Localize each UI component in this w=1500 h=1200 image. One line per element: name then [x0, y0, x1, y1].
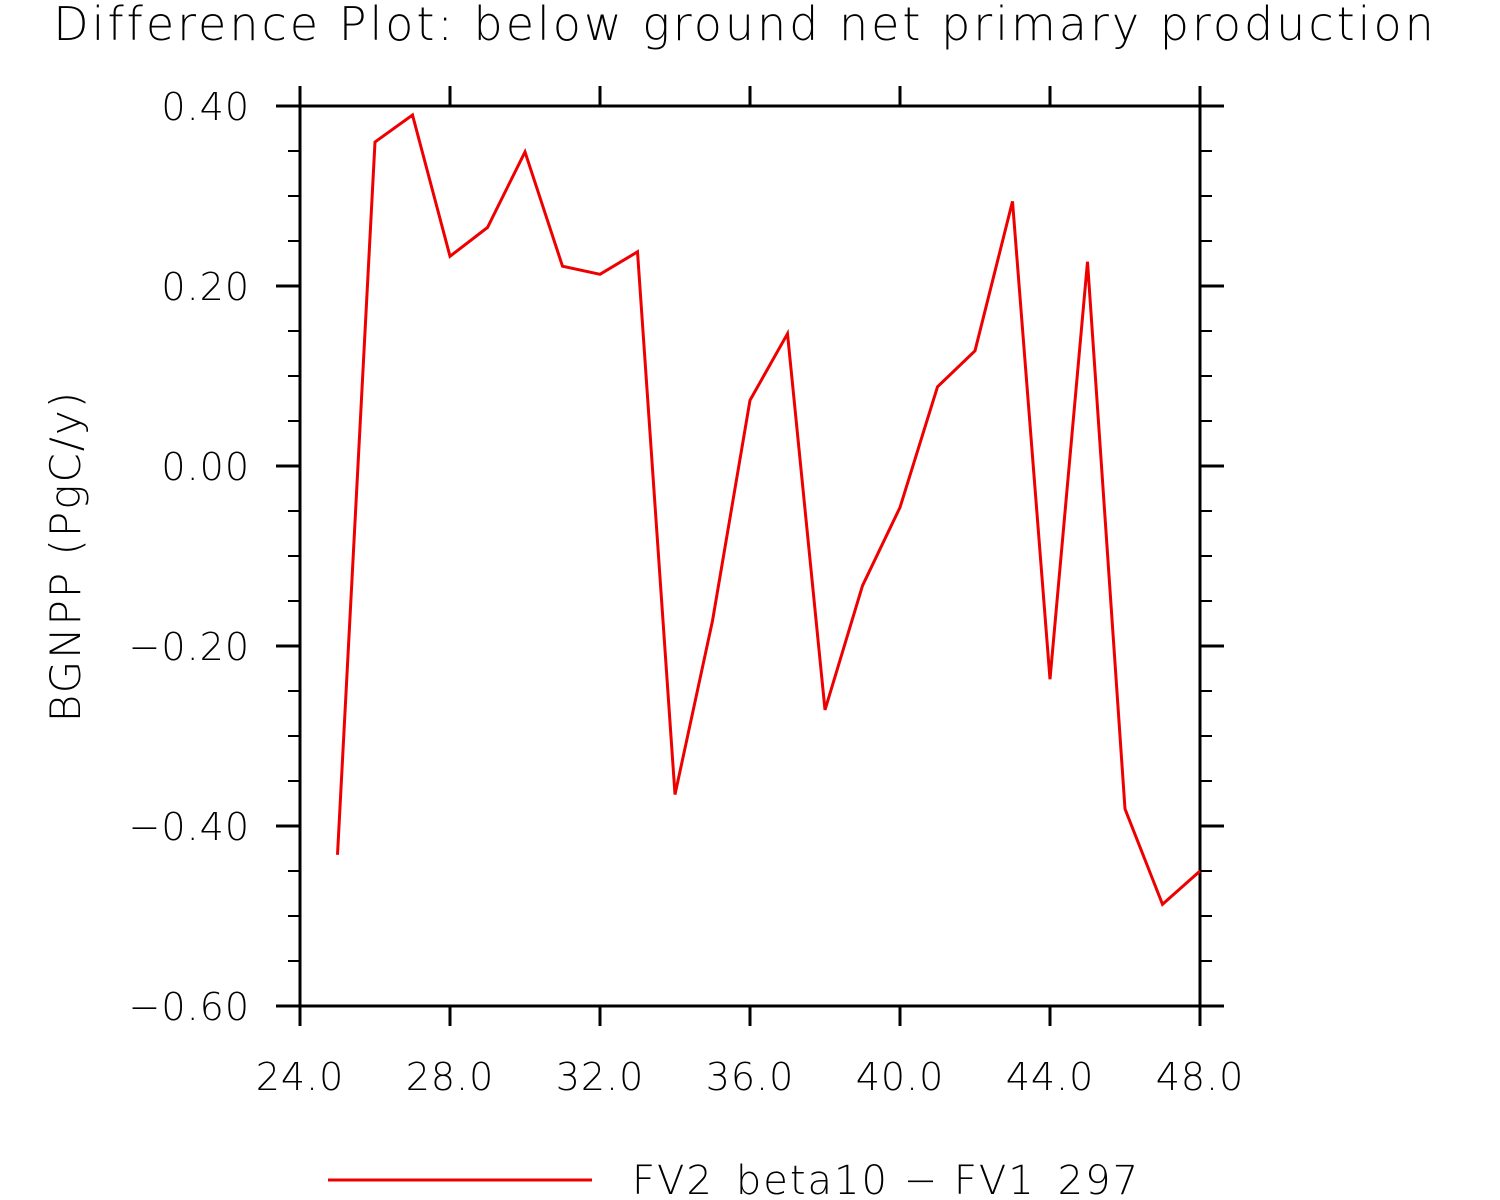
series-line — [338, 115, 1201, 904]
x-tick-labels: 24.0 28.0 32.0 36.0 40.0 44.0 48.0 — [256, 1055, 1245, 1099]
x-tick-label: 24.0 — [256, 1055, 345, 1099]
x-tick-label: 44.0 — [1006, 1055, 1095, 1099]
legend-label: FV2_beta10 − FV1_297 — [632, 1158, 1140, 1200]
y-tick-label: 0.00 — [161, 445, 250, 489]
legend: FV2_beta10 − FV1_297 — [328, 1158, 1140, 1200]
chart-title: Difference Plot: below ground net primar… — [53, 0, 1437, 51]
minor-ticks — [288, 151, 1212, 961]
x-tick-label: 48.0 — [1156, 1055, 1245, 1099]
y-tick-label: −0.60 — [129, 985, 250, 1029]
x-tick-label: 36.0 — [706, 1055, 795, 1099]
plot-frame — [300, 106, 1200, 1006]
y-tick-label: −0.20 — [129, 625, 250, 669]
y-tick-label: 0.40 — [161, 85, 250, 129]
y-tick-labels: 0.40 0.20 0.00 −0.20 −0.40 −0.60 — [129, 85, 250, 1029]
y-tick-label: −0.40 — [129, 805, 250, 849]
x-tick-label: 40.0 — [856, 1055, 945, 1099]
y-tick-label: 0.20 — [161, 265, 250, 309]
major-ticks — [276, 86, 1224, 1026]
x-tick-label: 32.0 — [556, 1055, 645, 1099]
y-axis-label: BGNPP (PgC/y) — [41, 390, 90, 722]
series-layer — [338, 115, 1201, 904]
x-tick-label: 28.0 — [406, 1055, 495, 1099]
